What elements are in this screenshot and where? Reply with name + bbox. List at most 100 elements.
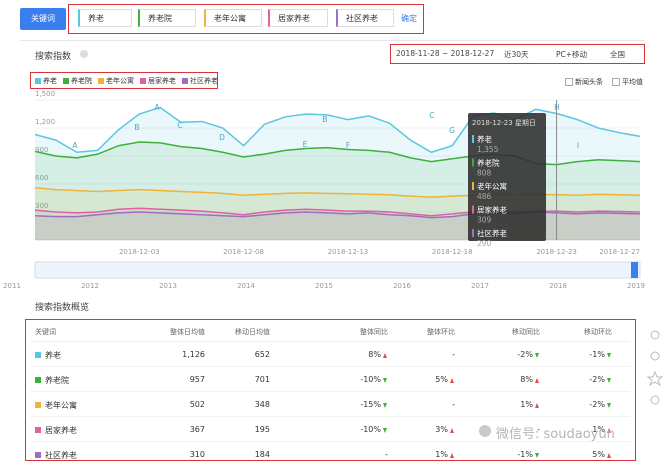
keyword-button[interactable]: 关键词 xyxy=(20,8,66,30)
legend-swatch xyxy=(98,78,104,84)
legend-label: 养老院 xyxy=(71,77,92,85)
x-tick-label: 2018-12-08 xyxy=(223,248,264,256)
x-tick-label: 2018-12-18 xyxy=(432,248,473,256)
timeline-year: 2014 xyxy=(237,282,255,290)
row-divider xyxy=(30,441,630,442)
keyword-cell: 社区养老 xyxy=(45,451,77,460)
tooltip-name: 老年公寓 xyxy=(477,181,507,191)
section-title: 搜索指数 xyxy=(35,52,72,62)
legend-item[interactable]: 养老院 xyxy=(63,76,92,86)
x-tick-label: 2018-12-03 xyxy=(119,248,160,256)
trend-arrow xyxy=(607,403,611,408)
icon[interactable] xyxy=(650,351,660,361)
table-cell: - xyxy=(385,450,388,459)
table-cell: - xyxy=(452,400,455,409)
legend-item[interactable]: 居家养老 xyxy=(140,76,176,86)
icon[interactable] xyxy=(646,370,664,387)
icon[interactable] xyxy=(650,395,660,405)
region-select[interactable]: 全国 xyxy=(610,50,625,59)
timeline-year: 2018 xyxy=(549,282,567,290)
column-header: 整体同比 xyxy=(360,328,388,336)
timeline-year: 2017 xyxy=(471,282,489,290)
table-cell: 957 xyxy=(189,375,205,384)
timeline xyxy=(34,261,641,279)
keyword-input[interactable]: 老年公寓 xyxy=(204,9,262,27)
color-swatch xyxy=(35,352,41,358)
keyword-input[interactable]: 居家养老 xyxy=(268,9,328,27)
annotation: B xyxy=(322,115,327,124)
keyword-input[interactable]: 养老院 xyxy=(138,9,196,27)
table-cell: -15% xyxy=(360,400,381,409)
timeline-year: 2016 xyxy=(393,282,411,290)
table-cell: 310 xyxy=(189,450,205,459)
checkbox[interactable] xyxy=(565,78,573,86)
device-select[interactable]: PC+移动 xyxy=(556,50,588,59)
trend-arrow xyxy=(607,378,611,383)
trend-arrow xyxy=(383,353,387,358)
y-tick-label: 600 xyxy=(35,174,48,182)
trend-arrow xyxy=(607,428,611,433)
column-header: 移动同比 xyxy=(512,328,540,336)
checkbox[interactable] xyxy=(612,78,620,86)
color-swatch xyxy=(35,452,41,458)
tooltip-swatch xyxy=(472,229,474,237)
row-divider xyxy=(30,391,630,392)
row-divider xyxy=(30,341,630,342)
table-cell: 1% xyxy=(435,450,448,459)
legend-label: 养老 xyxy=(43,77,57,85)
timeline-handle[interactable] xyxy=(631,262,638,278)
date-range[interactable]: 2018-11-28 ~ 2018-12-27 xyxy=(396,49,495,58)
legend-item[interactable]: 社区养老 xyxy=(182,76,218,86)
color-swatch xyxy=(35,377,41,383)
timeline-year: 2019 xyxy=(627,282,645,290)
table-cell: 5% xyxy=(435,375,448,384)
period-select[interactable]: 近30天 xyxy=(504,50,529,59)
legend-label: 居家养老 xyxy=(148,77,176,85)
keyword-cell: 养老院 xyxy=(45,376,69,385)
table-cell: 195 xyxy=(254,425,270,434)
column-header: 移动环比 xyxy=(584,328,612,336)
x-tick-label: 2018-12-23 xyxy=(536,248,577,256)
table-cell: - xyxy=(537,425,540,434)
legend-swatch xyxy=(35,78,41,84)
table-cell: 184 xyxy=(254,450,270,459)
column-header: 整体日均值 xyxy=(170,328,205,336)
highlight-box xyxy=(68,4,424,34)
tooltip-name: 社区养老 xyxy=(477,228,507,238)
legend-item[interactable]: 养老 xyxy=(35,76,57,86)
table-cell: 1% xyxy=(520,400,533,409)
timeline-year: 2012 xyxy=(81,282,99,290)
watermark: 微信号: soudaoyun xyxy=(496,427,615,442)
annotation: A xyxy=(154,103,160,112)
tooltip xyxy=(468,113,546,241)
annotation: F xyxy=(346,141,350,150)
trend-arrow xyxy=(450,378,454,383)
legend-item[interactable]: 老年公寓 xyxy=(98,76,134,86)
icon[interactable] xyxy=(650,330,660,340)
chart-watermark: @index.baidu.com xyxy=(578,230,638,238)
table-cell: -10% xyxy=(360,375,381,384)
section-title: 搜索指数概览 xyxy=(35,303,90,313)
row-divider xyxy=(30,416,630,417)
x-tick-label: 2018-12-27 xyxy=(599,248,640,256)
row-divider xyxy=(30,366,630,367)
legend-swatch xyxy=(63,78,69,84)
wechat-icon xyxy=(479,425,491,437)
annotation: A xyxy=(72,141,78,150)
table-cell: 502 xyxy=(189,400,205,409)
keyword-cell: 居家养老 xyxy=(45,426,77,435)
table-cell: 3% xyxy=(435,425,448,434)
help-icon xyxy=(80,50,88,58)
trend-arrow xyxy=(535,353,539,358)
confirm-button[interactable]: 确定 xyxy=(401,14,417,23)
trend-arrow xyxy=(607,453,611,458)
keyword-input[interactable]: 社区养老 xyxy=(336,9,394,27)
trend-arrow xyxy=(607,353,611,358)
legend-swatch xyxy=(140,78,146,84)
table-cell: -10% xyxy=(360,425,381,434)
tooltip-value: 290 xyxy=(477,239,492,248)
table-cell: - xyxy=(452,350,455,359)
keyword-input[interactable]: 养老 xyxy=(78,9,132,27)
